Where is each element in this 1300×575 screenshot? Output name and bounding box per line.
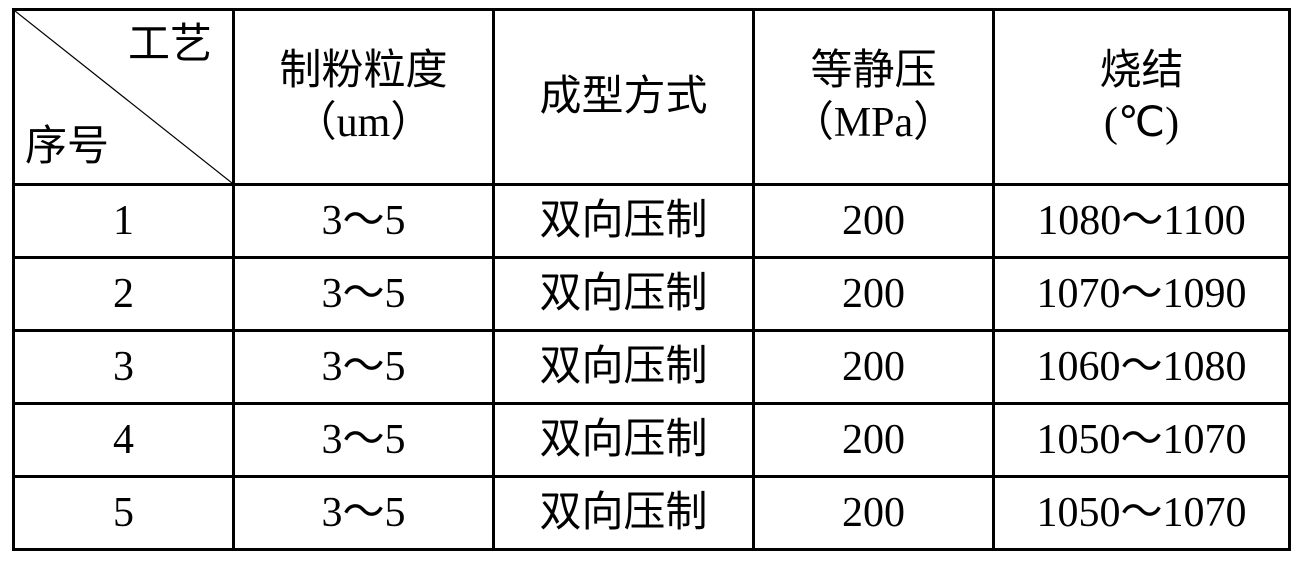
col-header-sintering: 烧结 (℃) bbox=[994, 10, 1290, 185]
cell-sintering: 1070～1090 bbox=[994, 258, 1290, 331]
cell-powder-size: 3～5 bbox=[234, 258, 494, 331]
table-row: 1 3～5 双向压制 200 1080～1100 bbox=[14, 185, 1290, 258]
cell-forming-method: 双向压制 bbox=[494, 331, 754, 404]
cell-sintering: 1050～1070 bbox=[994, 404, 1290, 477]
cell-seq: 5 bbox=[14, 477, 234, 550]
col-header-label: 制粉粒度 bbox=[279, 48, 447, 94]
table-row: 5 3～5 双向压制 200 1050～1070 bbox=[14, 477, 1290, 550]
col-header-label: 成型方式 bbox=[539, 74, 707, 120]
cell-isostatic-pressure: 200 bbox=[754, 331, 994, 404]
diagonal-header-cell: 工艺 序号 bbox=[14, 10, 234, 185]
page: 工艺 序号 制粉粒度 （um） 成型方式 等静压 （MPa） 烧结 (℃) bbox=[0, 0, 1300, 575]
process-table: 工艺 序号 制粉粒度 （um） 成型方式 等静压 （MPa） 烧结 (℃) bbox=[12, 8, 1291, 551]
cell-sintering: 1050～1070 bbox=[994, 477, 1290, 550]
table-row: 4 3～5 双向压制 200 1050～1070 bbox=[14, 404, 1290, 477]
cell-forming-method: 双向压制 bbox=[494, 404, 754, 477]
cell-powder-size: 3～5 bbox=[234, 185, 494, 258]
cell-powder-size: 3～5 bbox=[234, 404, 494, 477]
cell-sintering: 1060～1080 bbox=[994, 331, 1290, 404]
col-header-unit: （MPa） bbox=[792, 100, 955, 146]
table-row: 3 3～5 双向压制 200 1060～1080 bbox=[14, 331, 1290, 404]
col-header-forming-method: 成型方式 bbox=[494, 10, 754, 185]
cell-powder-size: 3～5 bbox=[234, 331, 494, 404]
col-header-unit: (℃) bbox=[1104, 100, 1179, 146]
cell-forming-method: 双向压制 bbox=[494, 258, 754, 331]
cell-isostatic-pressure: 200 bbox=[754, 258, 994, 331]
col-header-label: 烧结 bbox=[1099, 48, 1183, 94]
cell-isostatic-pressure: 200 bbox=[754, 477, 994, 550]
cell-forming-method: 双向压制 bbox=[494, 185, 754, 258]
cell-seq: 2 bbox=[14, 258, 234, 331]
diagonal-header-bottom: 序号 bbox=[25, 121, 109, 174]
cell-sintering: 1080～1100 bbox=[994, 185, 1290, 258]
cell-isostatic-pressure: 200 bbox=[754, 404, 994, 477]
col-header-powder-size: 制粉粒度 （um） bbox=[234, 10, 494, 185]
cell-isostatic-pressure: 200 bbox=[754, 185, 994, 258]
cell-seq: 1 bbox=[14, 185, 234, 258]
col-header-isostatic-pressure: 等静压 （MPa） bbox=[754, 10, 994, 185]
cell-forming-method: 双向压制 bbox=[494, 477, 754, 550]
diagonal-header-top: 工艺 bbox=[128, 19, 212, 72]
cell-seq: 4 bbox=[14, 404, 234, 477]
table-header-row: 工艺 序号 制粉粒度 （um） 成型方式 等静压 （MPa） 烧结 (℃) bbox=[14, 10, 1290, 185]
cell-powder-size: 3～5 bbox=[234, 477, 494, 550]
col-header-unit: （um） bbox=[295, 100, 433, 146]
col-header-label: 等静压 bbox=[810, 48, 936, 94]
table-row: 2 3～5 双向压制 200 1070～1090 bbox=[14, 258, 1290, 331]
cell-seq: 3 bbox=[14, 331, 234, 404]
